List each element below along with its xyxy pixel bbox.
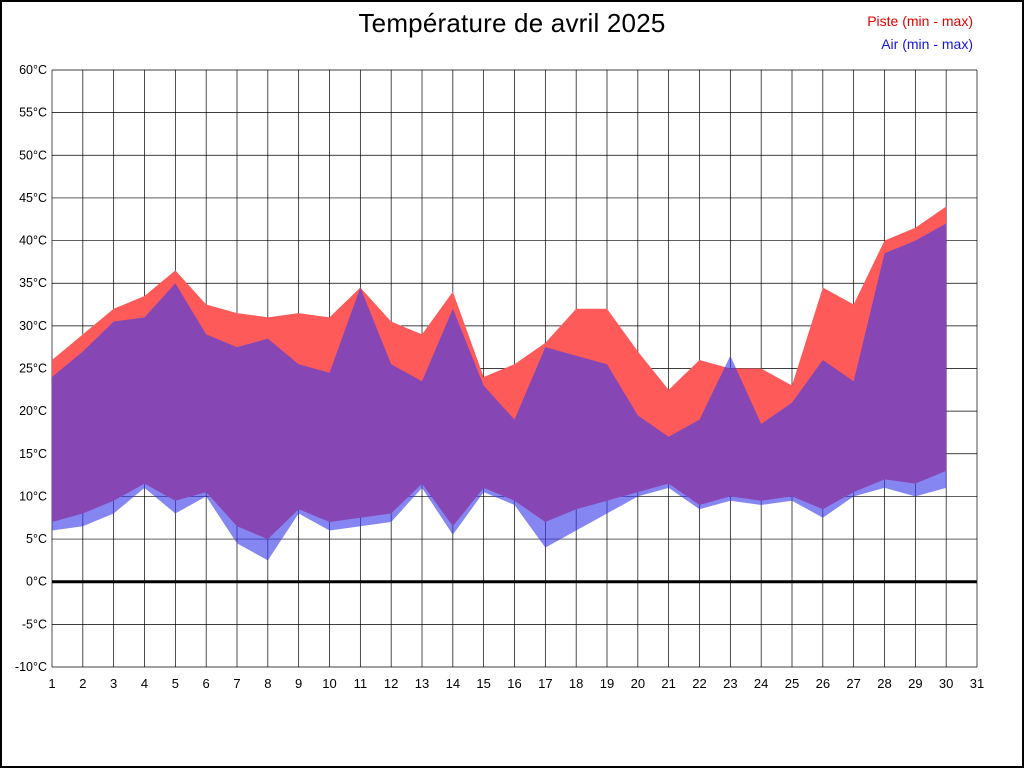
svg-text:30°C: 30°C (19, 319, 47, 333)
svg-text:14: 14 (446, 676, 460, 691)
svg-text:10°C: 10°C (19, 489, 47, 503)
svg-text:5°C: 5°C (26, 532, 47, 546)
svg-text:18: 18 (569, 676, 583, 691)
svg-text:15: 15 (476, 676, 490, 691)
svg-text:8: 8 (264, 676, 271, 691)
svg-text:26: 26 (816, 676, 830, 691)
svg-text:6: 6 (203, 676, 210, 691)
svg-text:3: 3 (110, 676, 117, 691)
svg-text:0°C: 0°C (26, 575, 47, 589)
legend-piste-label: Piste (min - max) (867, 13, 973, 29)
svg-text:45°C: 45°C (19, 191, 47, 205)
svg-text:31: 31 (970, 676, 984, 691)
chart-title: Température de avril 2025 (358, 8, 666, 38)
svg-text:5: 5 (172, 676, 179, 691)
svg-text:29: 29 (908, 676, 922, 691)
svg-text:-10°C: -10°C (15, 660, 47, 674)
svg-text:2: 2 (79, 676, 86, 691)
svg-text:21: 21 (661, 676, 675, 691)
legend: Piste (min - max) Air (min - max) (867, 10, 973, 56)
svg-text:22: 22 (692, 676, 706, 691)
x-axis-labels: 1 2 3 4 5 6 7 8 9 10 11 12 13 14 15 16 17 18 19 20 21 22 23 24 2… (48, 676, 984, 691)
svg-text:55°C: 55°C (19, 106, 47, 120)
svg-text:50°C: 50°C (19, 148, 47, 162)
svg-text:60°C: 60°C (19, 63, 47, 77)
svg-text:40°C: 40°C (19, 234, 47, 248)
svg-text:25: 25 (785, 676, 799, 691)
legend-air-label: Air (min - max) (881, 36, 973, 52)
svg-text:19: 19 (600, 676, 614, 691)
svg-text:15°C: 15°C (19, 447, 47, 461)
air-band (52, 223, 947, 561)
svg-text:30: 30 (939, 676, 953, 691)
svg-text:24: 24 (754, 676, 768, 691)
svg-text:-5°C: -5°C (22, 617, 47, 631)
svg-text:10: 10 (322, 676, 336, 691)
svg-text:20°C: 20°C (19, 404, 47, 418)
svg-text:17: 17 (538, 676, 552, 691)
svg-text:4: 4 (141, 676, 148, 691)
svg-text:11: 11 (354, 676, 368, 691)
svg-text:13: 13 (415, 676, 429, 691)
svg-text:25°C: 25°C (19, 362, 47, 376)
y-axis-labels: -10°C -5°C 0°C 5°C 10°C 15°C 20°C 25°C 30°C 35°C 4… (15, 63, 47, 674)
svg-text:16: 16 (507, 676, 521, 691)
svg-text:28: 28 (877, 676, 891, 691)
svg-text:12: 12 (384, 676, 398, 691)
svg-text:27: 27 (846, 676, 860, 691)
svg-text:7: 7 (233, 676, 240, 691)
svg-text:9: 9 (295, 676, 302, 691)
svg-text:1: 1 (48, 676, 55, 691)
svg-text:35°C: 35°C (19, 276, 47, 290)
svg-text:20: 20 (631, 676, 645, 691)
svg-text:23: 23 (723, 676, 737, 691)
